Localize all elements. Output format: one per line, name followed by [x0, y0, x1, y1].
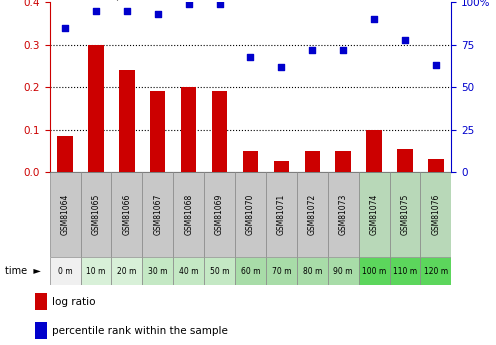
Point	[123, 8, 131, 14]
Text: GSM81069: GSM81069	[215, 194, 224, 235]
Text: 120 m: 120 m	[424, 266, 448, 276]
Bar	[335, 151, 351, 172]
Bar	[428, 159, 443, 172]
Text: 20 m: 20 m	[117, 266, 136, 276]
Bar	[367, 130, 382, 172]
Bar	[359, 172, 389, 257]
Text: log ratio: log ratio	[52, 297, 96, 307]
Bar	[119, 70, 134, 172]
Point	[92, 8, 100, 14]
Bar	[389, 172, 421, 257]
Point	[339, 47, 347, 53]
Text: GSM81068: GSM81068	[184, 194, 193, 235]
Text: 10 m: 10 m	[86, 266, 106, 276]
Text: 110 m: 110 m	[393, 266, 417, 276]
Text: percentile rank within the sample: percentile rank within the sample	[52, 326, 228, 336]
Bar	[142, 257, 173, 285]
Bar	[173, 257, 204, 285]
Bar	[58, 136, 73, 172]
Bar	[235, 257, 266, 285]
Text: GSM81066: GSM81066	[123, 194, 131, 235]
Text: GSM81071: GSM81071	[277, 194, 286, 235]
Point	[309, 47, 316, 53]
Bar	[297, 172, 328, 257]
Text: 30 m: 30 m	[148, 266, 168, 276]
Text: GSM81065: GSM81065	[91, 194, 101, 235]
Bar	[88, 45, 104, 172]
Bar	[173, 172, 204, 257]
Bar	[274, 161, 289, 172]
Bar	[112, 172, 142, 257]
Text: 40 m: 40 m	[179, 266, 198, 276]
Point	[247, 54, 254, 59]
Point	[216, 1, 224, 7]
Text: 100 m: 100 m	[362, 266, 386, 276]
Bar	[204, 172, 235, 257]
Bar	[305, 151, 320, 172]
Bar	[359, 257, 389, 285]
Bar	[328, 172, 359, 257]
Point	[185, 1, 192, 7]
Text: GSM81067: GSM81067	[153, 194, 162, 235]
Text: 90 m: 90 m	[333, 266, 353, 276]
Bar	[204, 257, 235, 285]
Bar	[328, 257, 359, 285]
Bar	[50, 172, 80, 257]
Text: GDS2347 / YIL111W: GDS2347 / YIL111W	[50, 0, 183, 1]
Text: GSM81070: GSM81070	[246, 194, 255, 235]
Text: GSM81072: GSM81072	[308, 194, 317, 235]
Bar	[266, 257, 297, 285]
Point	[370, 17, 378, 22]
Bar	[421, 257, 451, 285]
Bar	[389, 257, 421, 285]
Bar	[142, 172, 173, 257]
Text: GSM81074: GSM81074	[370, 194, 378, 235]
Bar	[235, 172, 266, 257]
Bar	[80, 172, 112, 257]
Bar	[181, 87, 196, 172]
Point	[277, 64, 285, 70]
Point	[401, 37, 409, 42]
Bar	[421, 172, 451, 257]
Point	[154, 12, 162, 17]
Text: 60 m: 60 m	[241, 266, 260, 276]
Text: 50 m: 50 m	[210, 266, 229, 276]
Point	[61, 25, 69, 31]
Point	[432, 62, 440, 68]
Bar	[80, 257, 112, 285]
Bar	[297, 257, 328, 285]
Bar	[397, 149, 413, 172]
Bar	[50, 257, 80, 285]
Bar	[112, 257, 142, 285]
Text: GSM81064: GSM81064	[61, 194, 69, 235]
Text: GSM81073: GSM81073	[339, 194, 348, 235]
Bar	[35, 293, 47, 310]
Text: GSM81075: GSM81075	[400, 194, 410, 235]
Bar	[35, 322, 47, 339]
Text: GSM81076: GSM81076	[432, 194, 440, 235]
Bar	[212, 91, 227, 172]
Text: 70 m: 70 m	[272, 266, 291, 276]
Bar	[243, 151, 258, 172]
Text: 0 m: 0 m	[58, 266, 72, 276]
Text: time  ►: time ►	[5, 266, 41, 276]
Text: 80 m: 80 m	[303, 266, 322, 276]
Bar	[150, 91, 166, 172]
Bar	[266, 172, 297, 257]
